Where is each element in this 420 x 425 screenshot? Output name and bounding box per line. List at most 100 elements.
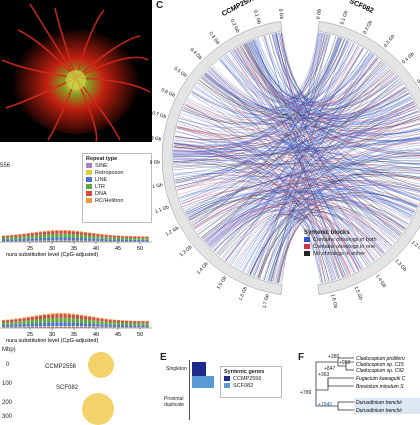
ytick-300: 300 <box>2 414 12 420</box>
coral-photo-image <box>0 0 152 142</box>
histogram-bar-segment <box>51 318 54 322</box>
histogram-bar-segment <box>6 320 9 321</box>
histogram-bar-segment <box>88 320 91 324</box>
left-genome-tick-label: 1.5 Gb <box>216 275 229 291</box>
histogram-bar-segment <box>133 238 136 240</box>
synteny-legend-item: Contains ohnologs in one <box>304 244 414 251</box>
histogram-bar-segment <box>146 238 149 240</box>
histogram-bar-segment <box>43 232 46 235</box>
histogram-bar-segment <box>23 236 26 239</box>
histogram-bar-segment <box>14 319 17 320</box>
histogram-bar-segment <box>27 327 30 328</box>
histogram-bar-segment <box>43 234 46 237</box>
histogram-bar-segment <box>137 238 140 240</box>
node-label: +789 <box>300 390 311 396</box>
histogram-bar-segment <box>125 325 128 327</box>
histogram-bar-segment <box>92 234 95 236</box>
synteny-legend-item: No ohnologs in either <box>304 251 414 258</box>
repeat-legend-swatch <box>86 198 92 203</box>
histogram-bar-segment <box>39 315 42 316</box>
histogram-bar-segment <box>84 316 87 319</box>
histogram-bar-segment <box>47 318 50 322</box>
histogram-bar-segment <box>64 240 67 241</box>
synteny-legend-swatch <box>304 251 310 256</box>
repeat-legend-label: SINE <box>95 163 108 169</box>
histogram-bar-segment <box>55 326 58 327</box>
histogram-bar-segment <box>55 314 58 318</box>
histogram-bar-segment <box>105 322 108 325</box>
histogram-bar-segment <box>125 236 128 238</box>
histogram-bar-segment <box>80 315 83 316</box>
histogram-bar-segment <box>137 321 140 323</box>
taxon-label: Cladocopium sp. C92 <box>356 368 404 374</box>
histogram-bar-segment <box>31 238 34 240</box>
histogram-bar-segment <box>96 317 99 318</box>
xaxis-label-1: nura substitution level (CpG-adjusted) <box>6 252 98 258</box>
right-genome-tick-label: 1.5 Gb <box>353 285 364 301</box>
histogram-bar-segment <box>100 318 103 319</box>
histogram-bar-segment <box>39 232 42 235</box>
histogram-bar-segment <box>23 234 26 236</box>
histogram-bar-segment <box>47 234 50 237</box>
histogram-bar-segment <box>35 241 38 242</box>
repeat-legend-swatch <box>86 191 92 196</box>
histogram-bar-segment <box>117 236 120 238</box>
repeat-legend-item: DNA <box>86 191 148 198</box>
histogram-bar-segment <box>51 230 54 231</box>
histogram-bar-segment <box>80 241 83 242</box>
histogram-bar-segment <box>68 231 71 234</box>
left-genome-tick-label: 0.9 Gb <box>150 159 161 166</box>
repeat-legend-label: RC/Helitron <box>95 198 123 204</box>
histogram-bar-segment <box>121 323 124 325</box>
histogram-bar-segment <box>43 231 46 232</box>
histogram-bar-segment <box>121 236 124 238</box>
histogram-bar-segment <box>39 323 42 326</box>
histogram-bar-segment <box>14 237 17 239</box>
repeat-legend-title: Repeat type <box>86 156 148 163</box>
histogram-bar-segment <box>125 320 128 321</box>
histogram-bar-segment <box>105 234 108 235</box>
histogram-bar-segment <box>109 319 112 320</box>
histogram-bar-segment <box>51 326 54 327</box>
histogram-bar-segment <box>59 237 62 240</box>
histogram-bar-segment <box>51 234 54 238</box>
histogram-bar-segment <box>2 320 5 322</box>
histogram-bar-segment <box>72 318 75 322</box>
histogram-bar-segment <box>18 319 21 321</box>
histogram-bar-segment <box>2 236 5 238</box>
category-singleton: Singleton <box>166 366 187 372</box>
right-genome-tick-label: 0.4 Gb <box>401 51 416 65</box>
histogram-bar-segment <box>129 321 132 322</box>
histogram-bar-segment <box>31 323 34 326</box>
histogram-bar-segment <box>47 323 50 327</box>
repeat-legend-item: LTR <box>86 184 148 191</box>
syntenic-genes-title: Syntenic genes <box>224 369 278 376</box>
histogram-bar-segment <box>80 326 83 327</box>
histogram-bar-segment <box>88 326 91 327</box>
histogram-bar-segment <box>117 322 120 324</box>
ytick-200: 200 <box>2 400 12 406</box>
histogram-bar-segment <box>59 240 62 241</box>
histogram-bar-segment <box>133 321 136 323</box>
histogram-bar-segment <box>51 231 54 234</box>
right-genome-tick-label: 1.4 Gb <box>374 274 387 290</box>
histogram-bar-segment <box>2 325 5 327</box>
histogram-bar-segment <box>141 238 144 240</box>
right-genome-tick-label: 0 Gb <box>316 8 323 19</box>
histogram-bar-segment <box>31 236 34 239</box>
histogram-bar-segment <box>55 240 58 241</box>
histogram-bar-segment <box>59 326 62 327</box>
histogram-bar-segment <box>96 239 99 241</box>
left-genome-tick-label: 1.3 Gb <box>179 244 194 258</box>
x-tick-label: 45 <box>115 332 121 338</box>
histogram-bar-segment <box>125 240 128 242</box>
histogram-bar-segment <box>72 234 75 237</box>
right-genome-tick-label: 1.6 Gb <box>329 294 338 310</box>
histogram-bar-segment <box>88 316 91 317</box>
histogram-bar-segment <box>10 235 13 237</box>
histogram-bar-segment <box>23 318 26 321</box>
histogram-bar-segment <box>27 236 30 239</box>
right-genome-tick-label: 1.3 Gb <box>394 258 408 273</box>
histogram-bar-segment <box>72 231 75 232</box>
